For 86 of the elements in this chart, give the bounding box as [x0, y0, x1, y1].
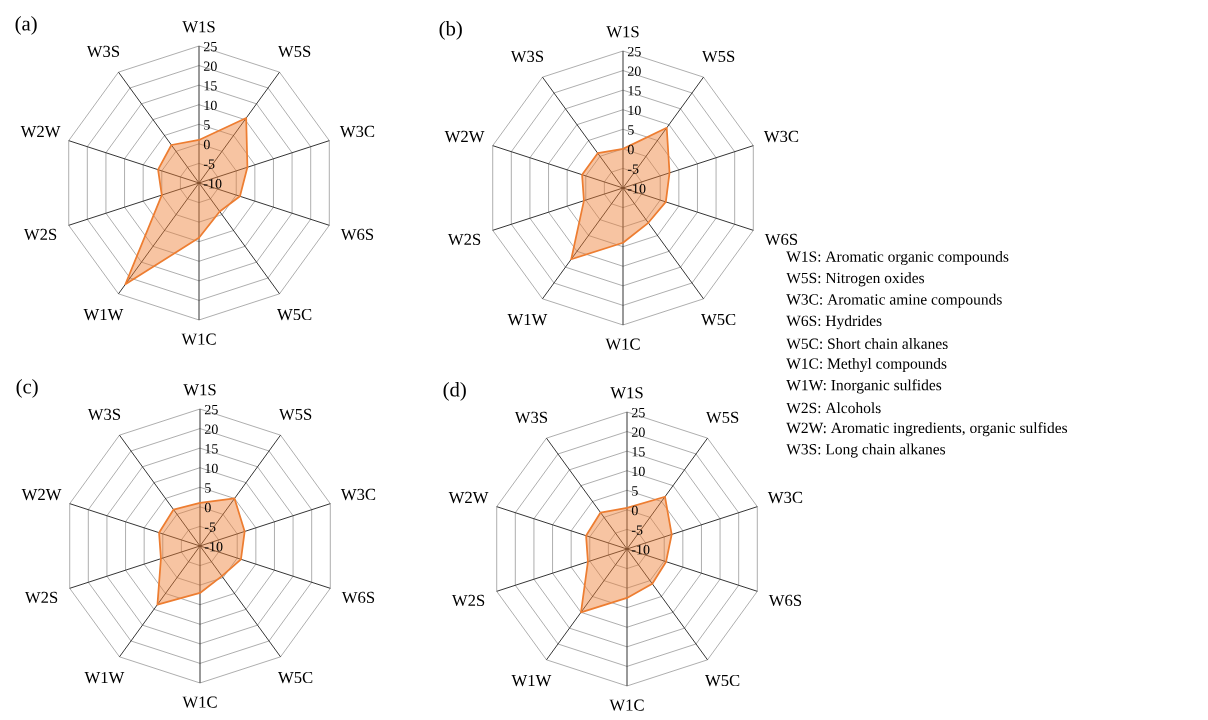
y-tick-label: 25	[204, 404, 218, 415]
chart-title: (b)	[439, 21, 462, 40]
spoke-label: W1C	[181, 333, 216, 345]
y-tick-label: -10	[203, 178, 222, 189]
spoke-label: W2S	[23, 228, 57, 241]
spoke-label: W5S	[705, 411, 739, 424]
y-tick-label: 20	[631, 427, 645, 437]
y-tick-label: 0	[631, 505, 638, 516]
spoke-label: W1S	[610, 387, 643, 399]
y-tick-label: 25	[627, 46, 641, 57]
spoke-label: W6S	[764, 233, 798, 246]
spoke-label: W3C	[767, 491, 803, 504]
text: W2W: Aromatic ingredients, organic sulfides	[786, 422, 1068, 437]
spoke-label: W5C	[701, 313, 736, 326]
y-tick-label: 0	[627, 144, 634, 155]
spoke-label: W3S	[510, 50, 544, 63]
spoke-label: W1S	[182, 21, 215, 33]
text: W6S: Hydrides	[786, 315, 882, 330]
spoke-label: W1S	[183, 384, 216, 396]
spoke-label: W5S	[277, 45, 311, 58]
y-tick-label: 5	[632, 486, 638, 496]
spoke-label: W2W	[448, 491, 489, 504]
y-tick-label: -10	[204, 541, 223, 552]
chart-title: (d)	[443, 382, 466, 401]
spoke-label: W1W	[511, 674, 552, 687]
y-tick-label: 10	[204, 100, 217, 111]
y-tick-label: 0	[203, 139, 210, 150]
spoke-label: W1W	[83, 308, 124, 321]
y-tick-label: 15	[204, 81, 217, 91]
y-tick-label: 15	[632, 447, 645, 457]
spoke-label: W2W	[21, 488, 62, 501]
spoke-label: W1W	[84, 671, 125, 684]
text: W5C: Short chain alkanes	[786, 338, 948, 350]
spoke-label: W3S	[514, 411, 548, 424]
text: W1W: Inorganic sulfides	[786, 379, 942, 394]
spoke-label: W5S	[701, 50, 735, 63]
chart-title: (a)	[15, 16, 37, 35]
y-tick-label: -5	[204, 522, 216, 532]
y-tick-label: 5	[205, 483, 211, 493]
y-tick-label: 20	[203, 61, 217, 71]
y-tick-label: 25	[631, 407, 645, 418]
y-tick-label: -5	[203, 159, 215, 169]
spoke-label: W1S	[606, 26, 639, 38]
spoke-label: W6S	[768, 594, 802, 607]
spoke-label: W3C	[339, 125, 375, 138]
text: W5S: Nitrogen oxides	[786, 272, 925, 287]
y-tick-label: 10	[628, 105, 641, 116]
spoke-label: W5C	[277, 308, 312, 321]
y-tick-label: 20	[627, 66, 641, 76]
spoke-label: W3C	[340, 488, 376, 501]
y-tick-label: 25	[203, 41, 217, 52]
spoke-label: W2W	[20, 125, 61, 138]
spoke-label: W1C	[182, 696, 217, 708]
spoke-label: W1W	[507, 313, 548, 326]
y-tick-label: 10	[205, 463, 218, 474]
y-tick-label: 10	[632, 466, 645, 477]
spoke-label: W6S	[340, 228, 374, 241]
spoke-label: W5S	[278, 408, 312, 421]
spoke-label: W1C	[609, 699, 644, 711]
spoke-label: W3C	[763, 130, 799, 143]
y-tick-label: -5	[631, 525, 643, 535]
text: W3S: Long chain alkanes	[786, 443, 946, 458]
spoke-label: W2W	[444, 130, 485, 143]
text: W1C: Methyl compounds	[786, 357, 947, 373]
y-tick-label: 15	[628, 86, 641, 96]
text: W3C: Aromatic amine compounds	[786, 293, 1002, 308]
y-tick-label: 5	[628, 125, 634, 135]
spoke-label: W1C	[605, 338, 640, 350]
spoke-label: W6S	[341, 591, 375, 604]
y-tick-label: 15	[205, 444, 218, 454]
y-tick-label: 5	[204, 120, 210, 130]
spoke-label: W2S	[447, 233, 481, 246]
chart-title: (c)	[16, 379, 38, 398]
spoke-label: W2S	[24, 591, 58, 604]
y-tick-label: -5	[627, 164, 639, 174]
y-tick-label: 20	[204, 424, 218, 434]
text: W2S: Alcohols	[786, 402, 881, 414]
text: W1S: Aromatic organic compounds	[786, 250, 1009, 266]
spoke-label: W2S	[451, 594, 485, 607]
y-tick-label: -10	[631, 544, 650, 555]
spoke-label: W3S	[87, 408, 121, 421]
spoke-label: W5C	[705, 674, 740, 687]
spoke-label: W5C	[278, 671, 313, 684]
y-tick-label: -10	[627, 183, 646, 194]
spoke-label: W3S	[86, 45, 120, 58]
y-tick-label: 0	[204, 502, 211, 513]
